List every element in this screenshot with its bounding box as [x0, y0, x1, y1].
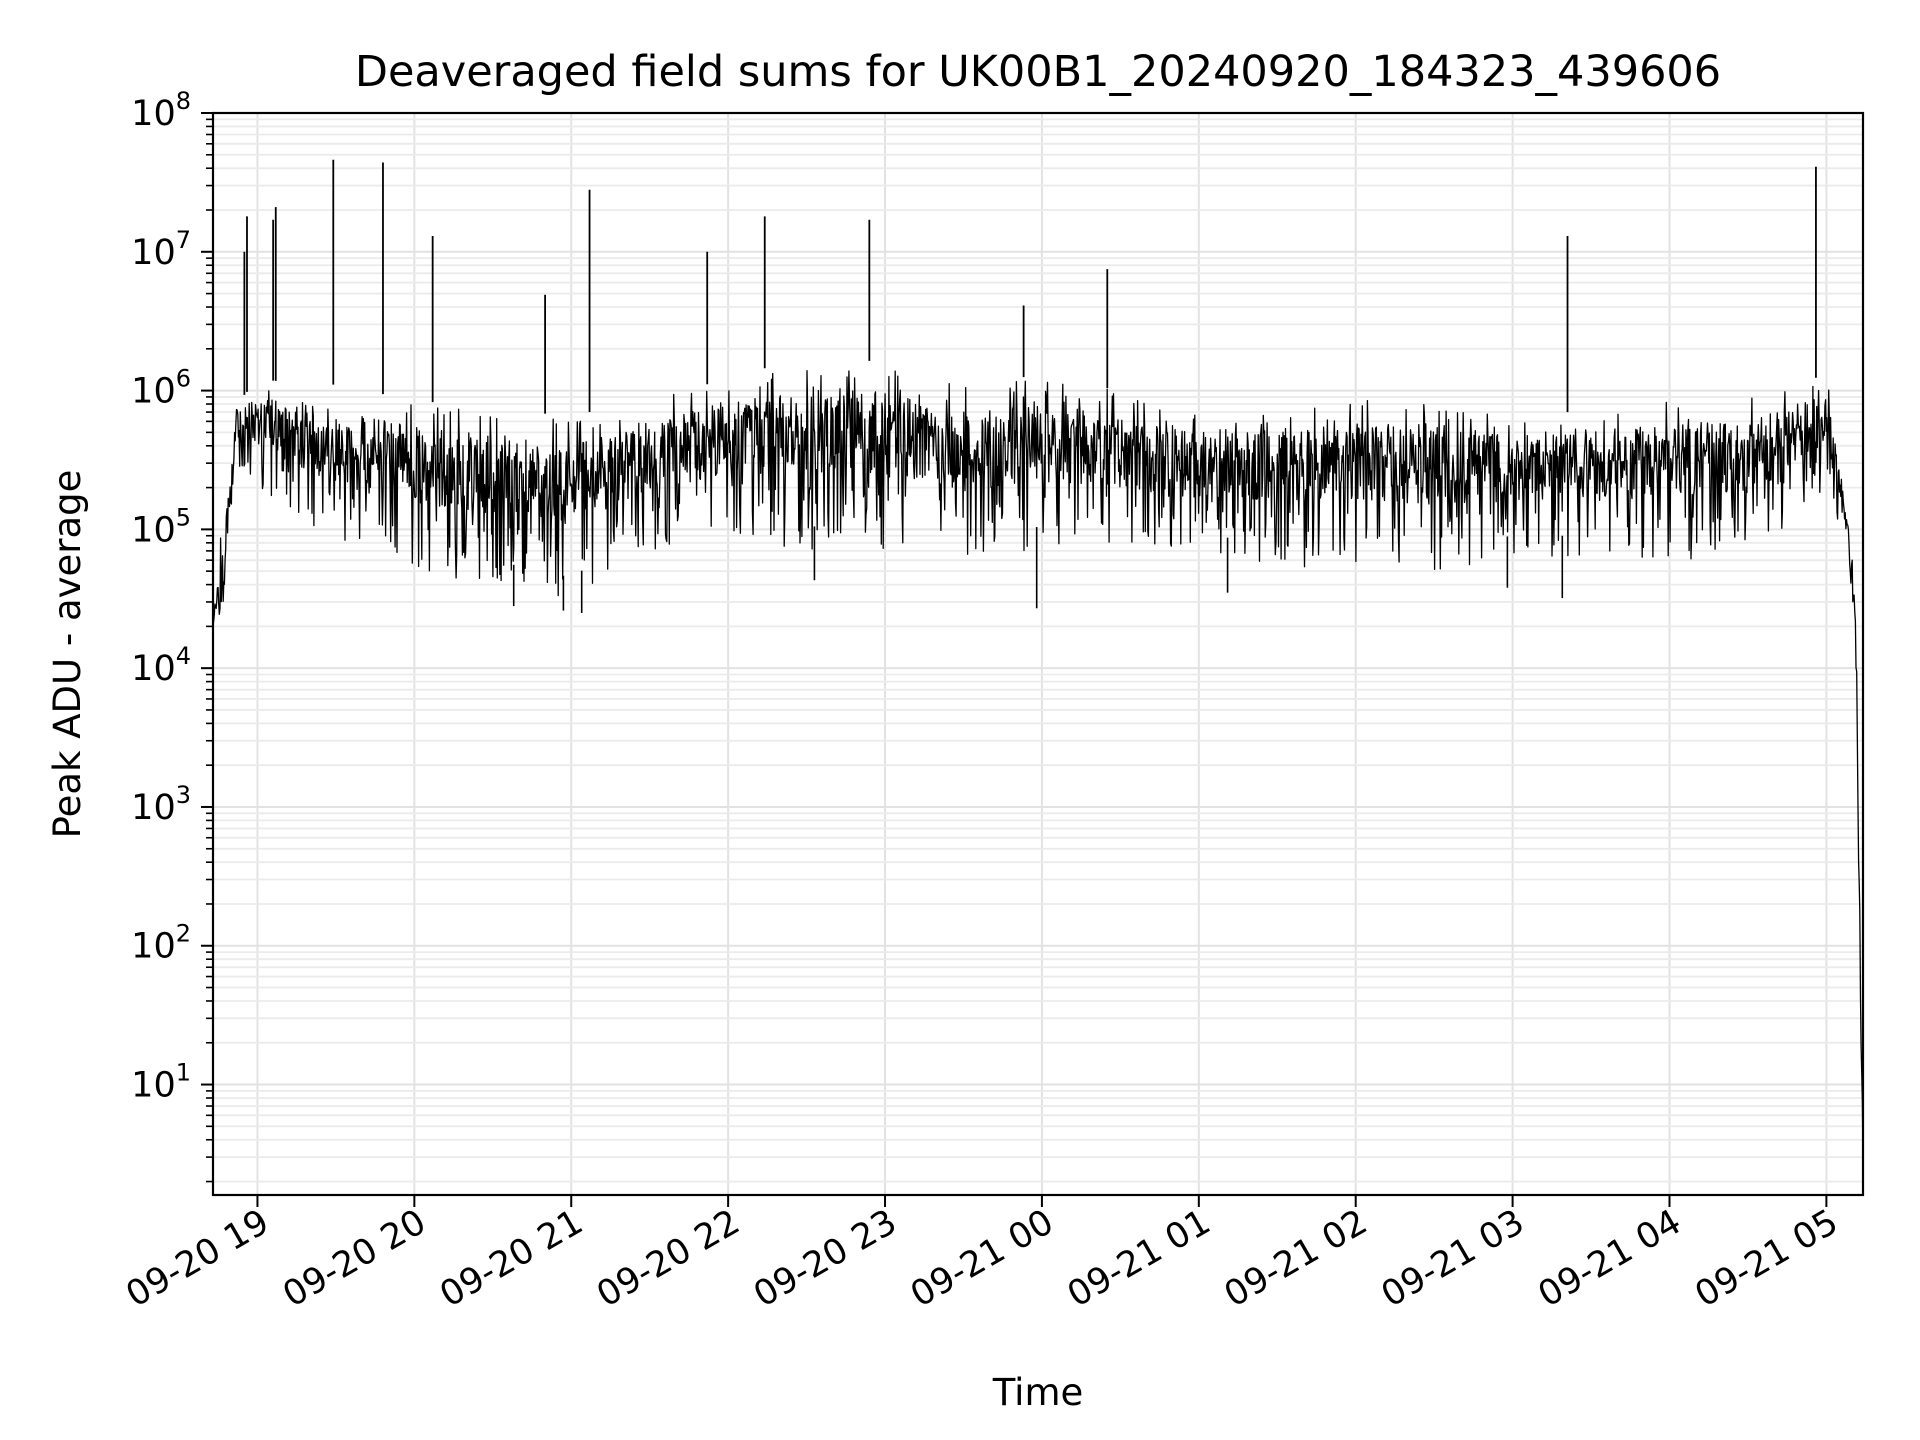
- y-tick-label: 106: [131, 365, 191, 412]
- y-tick-label: 103: [131, 781, 191, 828]
- chart-title: Deaveraged field sums for UK00B1_2024092…: [355, 47, 1721, 97]
- y-tick-label: 102: [131, 920, 191, 967]
- y-axis-label: Peak ADU - average: [46, 470, 89, 839]
- x-axis-label: Time: [992, 1371, 1084, 1414]
- y-tick-label: 105: [131, 503, 191, 550]
- data-series: [212, 159, 1864, 1161]
- series-line: [212, 370, 1864, 1161]
- y-axis: 101 102 103 104 105 106 107 108: [131, 87, 213, 1183]
- y-tick-label: 108: [131, 87, 191, 134]
- plot-frame: [211, 111, 1865, 1197]
- y-tick-label: 104: [131, 642, 191, 689]
- y-tick-label: 107: [131, 226, 191, 273]
- y-tick-label: 101: [131, 1059, 191, 1106]
